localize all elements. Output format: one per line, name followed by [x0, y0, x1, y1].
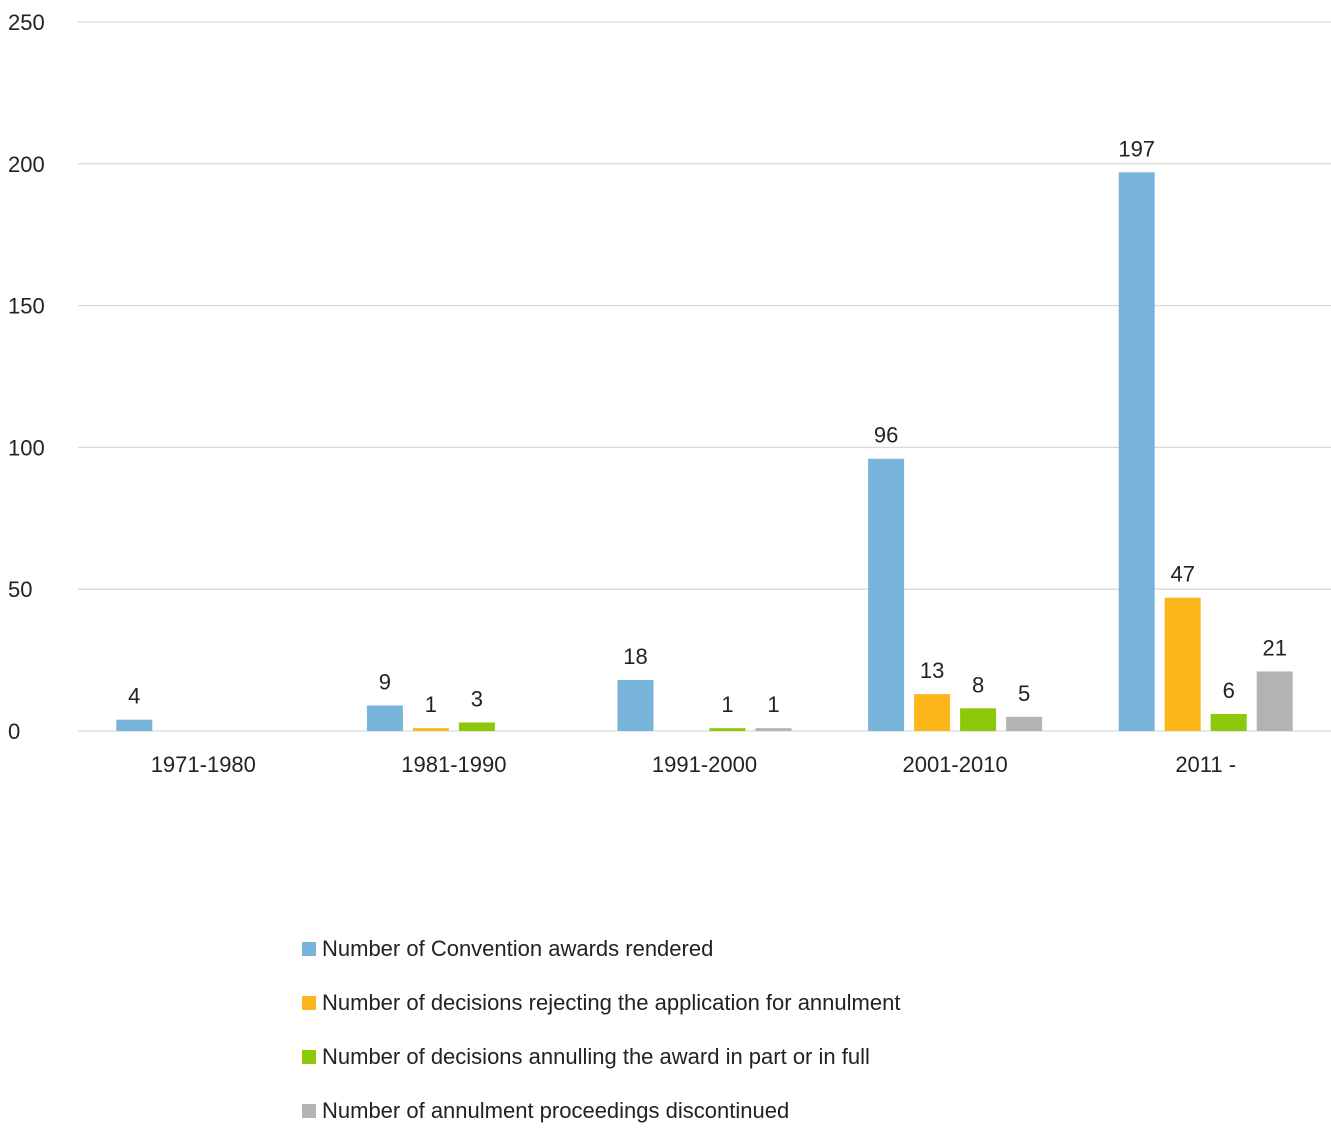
legend-item: Number of annulment proceedings disconti… — [302, 1084, 900, 1138]
data-label: 3 — [471, 686, 483, 711]
data-label: 21 — [1262, 635, 1286, 660]
data-label: 1 — [425, 692, 437, 717]
bar — [617, 679, 654, 731]
x-tick-label: 2011 - — [1175, 752, 1236, 777]
bar — [868, 458, 905, 731]
bar — [1164, 597, 1201, 731]
data-label: 1 — [721, 692, 733, 717]
legend: Number of Convention awards rendered Numb… — [302, 922, 900, 1138]
bar — [1210, 713, 1247, 731]
legend-swatch — [302, 1050, 316, 1064]
legend-label: Number of annulment proceedings disconti… — [322, 1098, 790, 1123]
bar — [1256, 671, 1293, 731]
data-label: 9 — [379, 669, 391, 694]
bar — [458, 722, 495, 731]
legend-label: Number of decisions rejecting the applic… — [322, 990, 901, 1015]
data-label: 1 — [767, 692, 779, 717]
y-tick-label: 200 — [8, 152, 45, 177]
data-label: 6 — [1223, 678, 1235, 703]
legend-label: Number of Convention awards rendered — [322, 936, 714, 961]
y-axis-ticks: 0 50 100 150 200 250 — [8, 10, 45, 744]
bar — [1118, 172, 1155, 732]
bar — [709, 728, 746, 731]
bar — [1006, 716, 1043, 731]
y-tick-label: 100 — [8, 435, 45, 460]
bar — [366, 705, 403, 731]
y-tick-label: 150 — [8, 294, 45, 319]
data-label: 197 — [1118, 136, 1155, 161]
bar — [116, 719, 153, 731]
data-label: 8 — [972, 672, 984, 697]
legend-item: Number of decisions rejecting the applic… — [302, 976, 900, 1030]
x-tick-label: 1971-1980 — [151, 752, 256, 777]
legend-swatch — [302, 1104, 316, 1118]
legend-item: Number of Convention awards rendered — [302, 922, 900, 976]
data-label: 5 — [1018, 681, 1030, 706]
bar — [412, 728, 449, 731]
legend-swatch — [302, 942, 316, 956]
x-axis-ticks: 1971-1980 1981-1990 1991-2000 2001-2010 2011… — [151, 752, 1236, 777]
legend-swatch — [302, 996, 316, 1010]
data-label: 18 — [623, 644, 647, 669]
y-tick-label: 0 — [8, 719, 20, 744]
bar — [755, 728, 792, 731]
data-label: 4 — [128, 684, 140, 709]
legend-item: Number of decisions annulling the award … — [302, 1030, 900, 1084]
data-label: 13 — [920, 658, 944, 683]
legend-label: Number of decisions annulling the award … — [322, 1044, 870, 1069]
x-tick-label: 1981-1990 — [401, 752, 506, 777]
bars — [116, 172, 1293, 732]
data-label: 96 — [874, 423, 898, 448]
x-tick-label: 2001-2010 — [902, 752, 1007, 777]
x-tick-label: 1991-2000 — [652, 752, 757, 777]
y-tick-label: 50 — [8, 577, 32, 602]
y-tick-label: 250 — [8, 10, 45, 35]
bar — [914, 694, 951, 731]
data-label: 47 — [1170, 562, 1194, 587]
bar — [960, 708, 997, 731]
